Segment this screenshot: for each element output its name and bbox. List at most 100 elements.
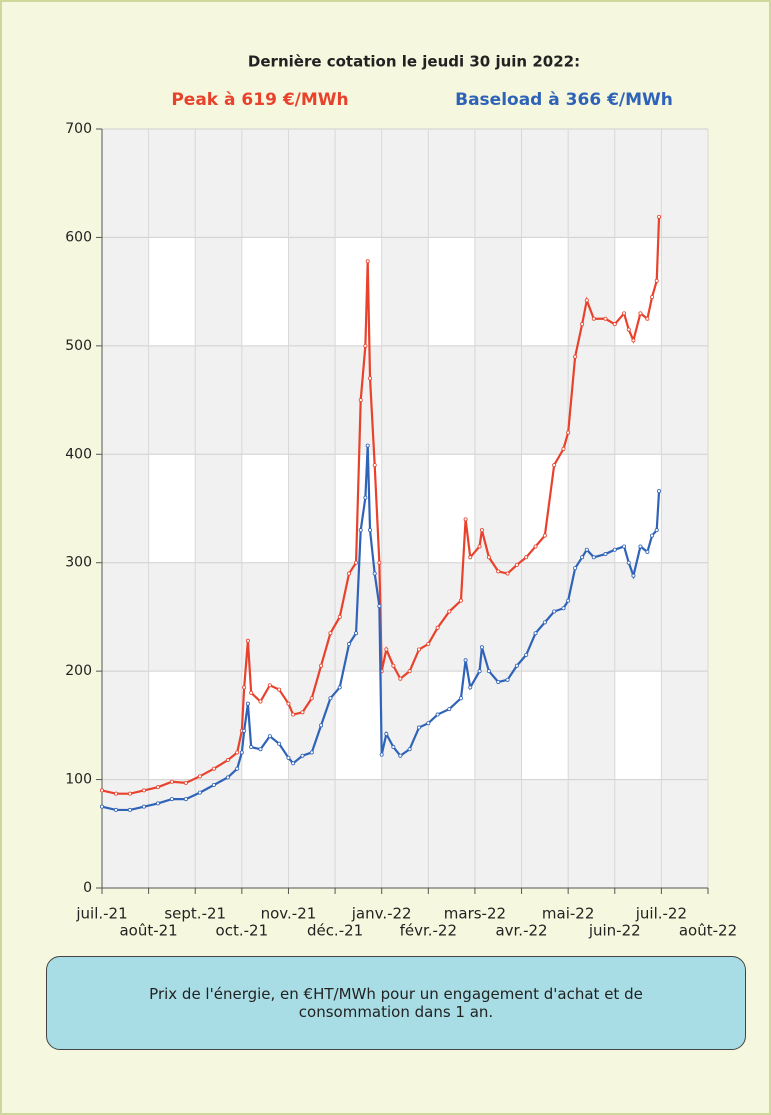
band [148, 454, 196, 563]
point [552, 609, 557, 614]
legend-peak: Peak à 619 €/MWh [171, 90, 348, 110]
point [286, 701, 291, 706]
x-tick-label: juil.-22 [635, 905, 687, 923]
y-tick-label: 500 [65, 338, 92, 354]
x-tick-label: sept.-21 [164, 905, 226, 923]
point [384, 647, 389, 652]
band [428, 671, 475, 780]
point [458, 696, 463, 701]
point [654, 278, 659, 283]
point [486, 669, 491, 674]
point [197, 774, 202, 779]
point [631, 573, 636, 578]
point [626, 560, 631, 565]
band [614, 454, 662, 563]
point [245, 701, 250, 706]
band [614, 671, 662, 780]
point [561, 606, 566, 611]
point [463, 517, 468, 522]
point [622, 311, 627, 316]
point [242, 728, 247, 733]
point [657, 489, 662, 494]
band [241, 454, 289, 563]
point [127, 807, 132, 812]
point [657, 214, 662, 219]
point [566, 430, 571, 435]
point [245, 638, 250, 643]
point [458, 598, 463, 603]
point [235, 750, 240, 755]
point [183, 797, 188, 802]
x-tick-label: avr.-22 [495, 922, 547, 940]
point [368, 528, 373, 533]
point [566, 598, 571, 603]
point [328, 631, 333, 636]
point [561, 446, 566, 451]
point [211, 782, 216, 787]
point [603, 316, 608, 321]
point [542, 533, 547, 538]
x-tick-label: janv.-22 [351, 905, 412, 923]
point [328, 696, 333, 701]
point [426, 721, 431, 726]
point [258, 747, 263, 752]
point [225, 758, 230, 763]
point [398, 676, 403, 681]
caption: Prix de l'énergie, en €HT/MWh pour un en… [46, 956, 746, 1050]
point [580, 322, 585, 327]
point [479, 645, 484, 650]
point [435, 712, 440, 717]
point [638, 544, 643, 549]
point [113, 791, 118, 796]
legend-base: Baseload à 366 €/MWh [455, 90, 673, 110]
band [521, 671, 569, 780]
point [407, 747, 412, 752]
point [100, 788, 105, 793]
point [249, 745, 254, 750]
point [239, 750, 244, 755]
point [468, 555, 473, 560]
band [428, 454, 475, 563]
point [141, 804, 146, 809]
x-tick-label: mai-22 [542, 905, 594, 923]
point [291, 712, 296, 717]
point [468, 685, 473, 690]
point [612, 547, 617, 552]
point [514, 663, 519, 668]
point [354, 560, 359, 565]
y-tick-label: 200 [65, 663, 92, 679]
y-tick-label: 0 [83, 880, 92, 896]
point [542, 620, 547, 625]
point [533, 631, 538, 636]
point [552, 463, 557, 468]
point [300, 753, 305, 758]
x-tick-label: août-22 [679, 922, 737, 940]
point [591, 316, 596, 321]
point [622, 544, 627, 549]
band [521, 454, 569, 563]
point [426, 642, 431, 647]
point [319, 723, 324, 728]
point [580, 555, 585, 560]
point [197, 790, 202, 795]
point [524, 652, 529, 657]
chart-title: Dernière cotation le jeudi 30 juin 2022: [248, 53, 580, 71]
point [277, 741, 282, 746]
point [242, 685, 247, 690]
point [416, 647, 421, 652]
y-tick-label: 100 [65, 772, 92, 788]
point [363, 343, 368, 348]
point [319, 663, 324, 668]
point [249, 690, 254, 695]
point [514, 562, 519, 567]
x-tick-label: oct.-21 [216, 922, 269, 940]
x-tick-label: févr.-22 [400, 922, 457, 940]
y-tick-label: 700 [65, 121, 92, 137]
point [650, 533, 655, 538]
point [638, 311, 643, 316]
point [127, 791, 132, 796]
point [524, 555, 529, 560]
point [533, 544, 538, 549]
point [277, 687, 282, 692]
band [148, 237, 196, 346]
